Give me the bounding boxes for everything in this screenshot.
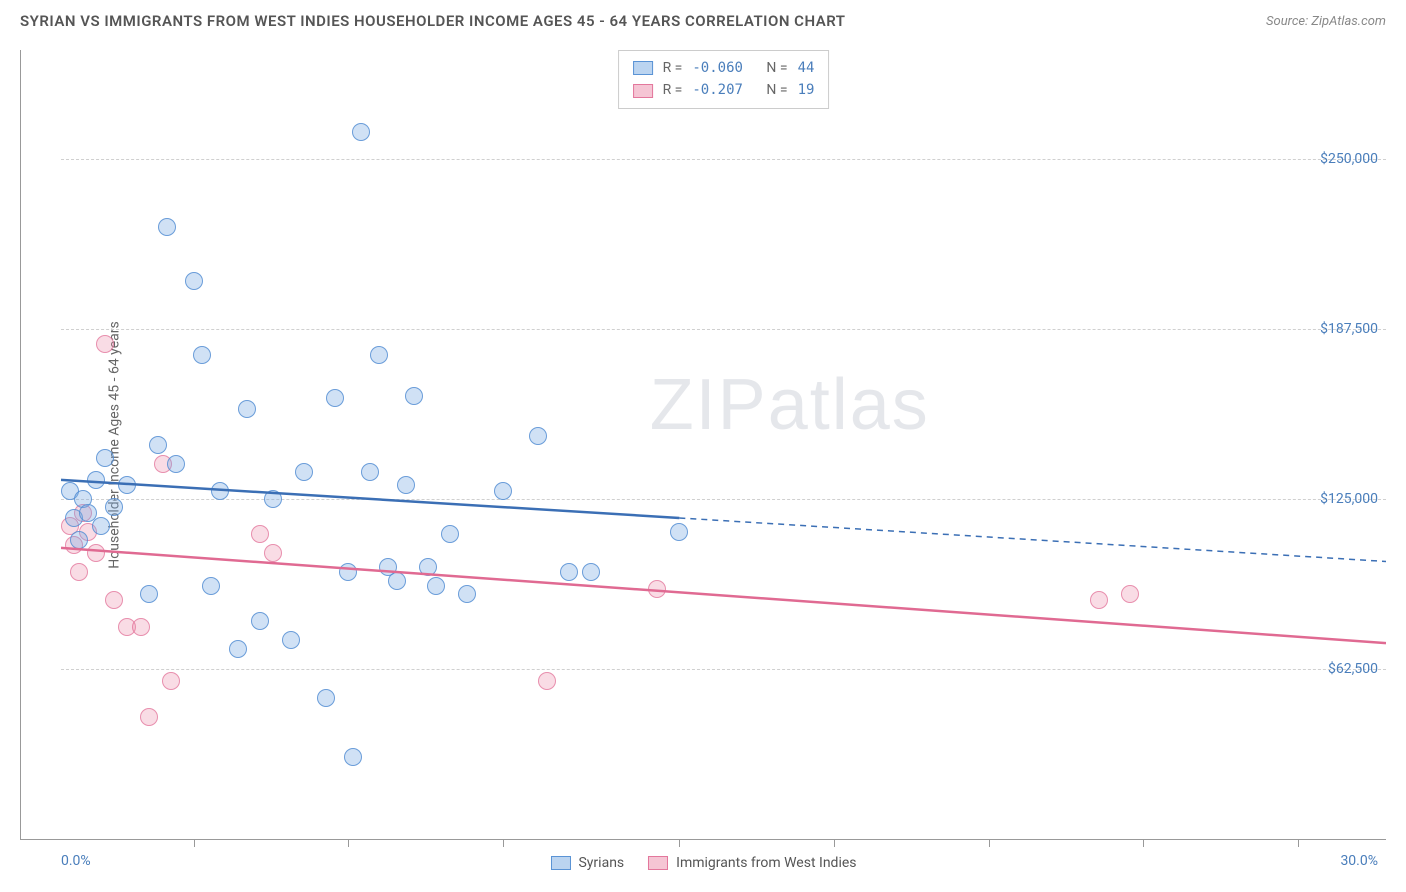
data-point: [149, 436, 167, 454]
x-axis-min-label: 0.0%: [61, 853, 91, 869]
gridline: [61, 669, 1386, 670]
data-point: [529, 427, 547, 445]
data-point: [105, 498, 123, 516]
data-point: [251, 612, 269, 630]
data-point: [251, 525, 269, 543]
data-point: [582, 563, 600, 581]
data-point: [185, 272, 203, 290]
data-point: [538, 672, 556, 690]
legend-swatch-pink: [633, 84, 653, 98]
x-tick: [503, 839, 504, 847]
data-point: [96, 335, 114, 353]
data-point: [167, 455, 185, 473]
correlation-legend: R = -0.060 N = 44 R = -0.207 N = 19: [618, 50, 830, 109]
series-legend: Syrians Immigrants from West Indies: [550, 855, 856, 871]
data-point: [427, 577, 445, 595]
data-point: [264, 544, 282, 562]
x-axis-max-label: 30.0%: [1340, 853, 1378, 869]
data-point: [87, 544, 105, 562]
data-point: [441, 525, 459, 543]
legend-item-syrians: Syrians: [550, 855, 624, 871]
data-point: [162, 672, 180, 690]
data-point: [405, 387, 423, 405]
plot-area: ZIPatlas R = -0.060 N = 44 R = -0.207 N …: [61, 50, 1386, 839]
x-tick: [989, 839, 990, 847]
data-point: [670, 523, 688, 541]
legend-row-blue: R = -0.060 N = 44: [633, 57, 815, 79]
data-point: [344, 748, 362, 766]
x-tick: [348, 839, 349, 847]
gridline: [61, 159, 1386, 160]
y-tick-label: $62,500: [1328, 661, 1378, 677]
data-point: [92, 517, 110, 535]
data-point: [140, 708, 158, 726]
x-tick: [194, 839, 195, 847]
data-point: [388, 572, 406, 590]
gridline: [61, 329, 1386, 330]
data-point: [202, 577, 220, 595]
data-point: [96, 449, 114, 467]
data-point: [648, 580, 666, 598]
data-point: [193, 346, 211, 364]
watermark: ZIPatlas: [650, 364, 930, 446]
data-point: [326, 389, 344, 407]
data-point: [1090, 591, 1108, 609]
chart-container: Householder Income Ages 45 - 64 years ZI…: [20, 50, 1386, 840]
legend-swatch-blue: [633, 61, 653, 75]
data-point: [264, 490, 282, 508]
x-tick: [834, 839, 835, 847]
data-point: [295, 463, 313, 481]
data-point: [494, 482, 512, 500]
legend-row-pink: R = -0.207 N = 19: [633, 79, 815, 101]
data-point: [140, 585, 158, 603]
data-point: [118, 476, 136, 494]
source-attribution: Source: ZipAtlas.com: [1266, 14, 1386, 29]
x-tick: [679, 839, 680, 847]
data-point: [339, 563, 357, 581]
x-tick: [1143, 839, 1144, 847]
legend-swatch-pink-icon: [648, 856, 668, 870]
data-point: [70, 563, 88, 581]
data-point: [282, 631, 300, 649]
data-point: [361, 463, 379, 481]
data-point: [229, 640, 247, 658]
y-tick-label: $125,000: [1320, 491, 1378, 507]
data-point: [211, 482, 229, 500]
legend-item-west-indies: Immigrants from West Indies: [648, 855, 856, 871]
y-tick-label: $250,000: [1320, 151, 1378, 167]
x-tick: [1298, 839, 1299, 847]
data-point: [87, 471, 105, 489]
gridline: [61, 499, 1386, 500]
data-point: [238, 400, 256, 418]
data-point: [419, 558, 437, 576]
y-tick-label: $187,500: [1320, 321, 1378, 337]
data-point: [560, 563, 578, 581]
data-point: [105, 591, 123, 609]
data-point: [158, 218, 176, 236]
data-point: [70, 531, 88, 549]
chart-title: SYRIAN VS IMMIGRANTS FROM WEST INDIES HO…: [20, 12, 846, 30]
trend-lines: [61, 50, 1386, 839]
data-point: [132, 618, 150, 636]
data-point: [1121, 585, 1139, 603]
data-point: [397, 476, 415, 494]
legend-swatch-blue-icon: [550, 856, 570, 870]
data-point: [458, 585, 476, 603]
data-point: [317, 689, 335, 707]
data-point: [352, 123, 370, 141]
data-point: [370, 346, 388, 364]
